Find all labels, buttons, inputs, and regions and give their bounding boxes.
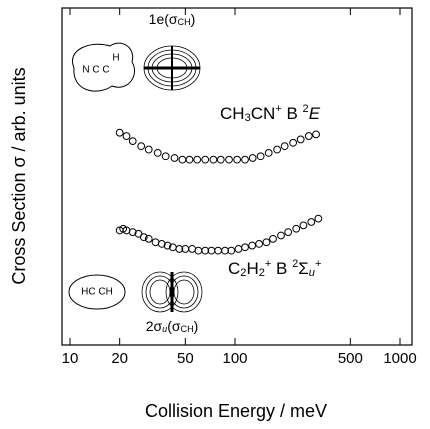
data-point [188, 245, 197, 253]
y-axis-label: Cross Section σ / arb. units [9, 67, 29, 284]
data-point [227, 246, 236, 255]
data-point [248, 241, 257, 250]
data-point [170, 154, 179, 162]
data-point [153, 149, 162, 157]
annotation-part: E [309, 104, 321, 123]
annotation-part: ) [194, 318, 199, 334]
data-point [264, 149, 273, 157]
x-tick-label: 20 [111, 350, 128, 367]
annotation-part: Σ [298, 259, 309, 278]
annotation-part: CH [178, 17, 191, 27]
data-point [284, 228, 293, 237]
annotation-part: 2 [303, 103, 309, 115]
x-tick-label: 1000 [383, 350, 416, 367]
data-point [178, 155, 187, 164]
data-point [115, 128, 124, 137]
data-point [241, 155, 249, 164]
data-point [201, 155, 210, 164]
data-point [312, 130, 320, 139]
data-point [157, 240, 166, 248]
data-point [221, 246, 229, 255]
data-point [151, 238, 160, 247]
data-point [269, 234, 277, 243]
data-point [139, 233, 148, 242]
data-point [201, 246, 210, 255]
data-point [262, 238, 271, 247]
data-point [194, 246, 203, 255]
data-point [292, 224, 301, 233]
annotation-part: + [265, 258, 271, 270]
data-point [137, 142, 146, 151]
annotation-part: CH [220, 104, 245, 123]
annotation-part: + [315, 258, 321, 270]
annotation: C2H2+ B 2Σu+ [228, 258, 321, 279]
data-point [175, 245, 184, 253]
annotation-part: 1e(σ [149, 11, 178, 27]
orbital-contour [141, 271, 203, 313]
data-point [256, 152, 265, 161]
annotation-part: 3 [245, 112, 251, 124]
data-point [144, 145, 153, 154]
plot-frame [61, 7, 413, 346]
annotation-part: 2 [259, 267, 265, 279]
data-point [214, 246, 223, 255]
annotation-part: B [282, 104, 303, 123]
data-point [163, 241, 172, 250]
orbital-contour [143, 45, 201, 91]
x-axis-label: Collision Energy / meV [145, 401, 327, 421]
annotation-part: B [271, 259, 292, 278]
data-point [304, 132, 313, 140]
molecule-label: HC CH [81, 287, 113, 298]
data-point [233, 155, 242, 164]
annotation: 1e(σCH) [149, 11, 196, 27]
data-point [122, 132, 131, 140]
data-point [277, 231, 285, 240]
data-point [273, 145, 282, 154]
annotation-part: 2 [240, 267, 246, 279]
molecule-label: H [112, 53, 119, 64]
data-point [299, 221, 308, 230]
annotation-part: u [309, 267, 315, 279]
x-tick-label: 500 [338, 350, 363, 367]
x-tick-label: 10 [62, 350, 79, 367]
data-point [193, 155, 202, 164]
data-point [161, 152, 170, 161]
data-point [307, 218, 316, 226]
data-point [144, 234, 153, 243]
annotation-part: (σ [167, 318, 181, 334]
x-tick-label: 50 [177, 350, 194, 367]
annotation-part: ) [191, 11, 196, 27]
data-point [128, 228, 137, 237]
data-point [255, 240, 264, 248]
data-point [241, 243, 249, 252]
data-point [216, 155, 225, 164]
molecule-outline [71, 42, 135, 92]
data-point [234, 245, 243, 253]
annotation-part: u [162, 324, 167, 334]
data-point [289, 138, 298, 147]
data-point [185, 155, 194, 164]
annotation-part: + [275, 103, 281, 115]
annotation: 2σu(σCH) [146, 318, 199, 334]
molecule-label: N C C [82, 65, 109, 76]
data-point [248, 154, 257, 162]
annotation-part: 2 [292, 258, 298, 270]
annotation-part: 2σ [146, 318, 163, 334]
data-point [296, 135, 305, 144]
data-point [209, 155, 218, 164]
x-tick-label: 100 [222, 350, 247, 367]
data-point [225, 155, 233, 164]
annotation-part: C [228, 259, 240, 278]
annotation-part: H [246, 259, 258, 278]
data-point [128, 137, 137, 146]
annotation-part: CH [181, 324, 194, 334]
data-point [280, 142, 289, 151]
molecule-outline [68, 274, 126, 310]
annotation: CH3CN+ B 2E [220, 103, 321, 124]
annotation-part: CN [251, 104, 276, 123]
data-point [314, 214, 323, 223]
